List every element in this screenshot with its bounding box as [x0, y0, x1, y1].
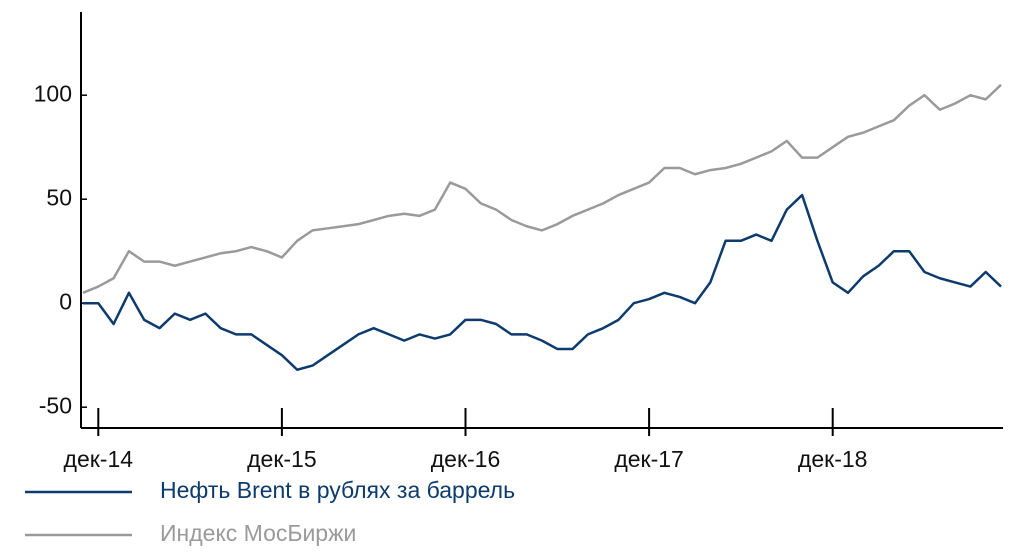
- series-line: [83, 193, 1002, 372]
- y-tick-label: 50: [46, 184, 72, 210]
- series-line: [82, 83, 1002, 294]
- y-tick-label: 100: [34, 80, 72, 106]
- x-tick-label: дек-16: [431, 446, 501, 472]
- y-tick-label: 0: [59, 288, 72, 314]
- x-tick-label: дек-18: [798, 446, 868, 472]
- y-tick-label: -50: [39, 392, 72, 418]
- x-tick-label: дек-17: [614, 446, 684, 472]
- legend-label: Индекс МосБиржи: [160, 520, 356, 546]
- legend-label: Нефть Brent в рублях за баррель: [160, 477, 515, 503]
- x-tick-label: дек-14: [64, 446, 134, 472]
- x-tick-label: дек-15: [247, 446, 317, 472]
